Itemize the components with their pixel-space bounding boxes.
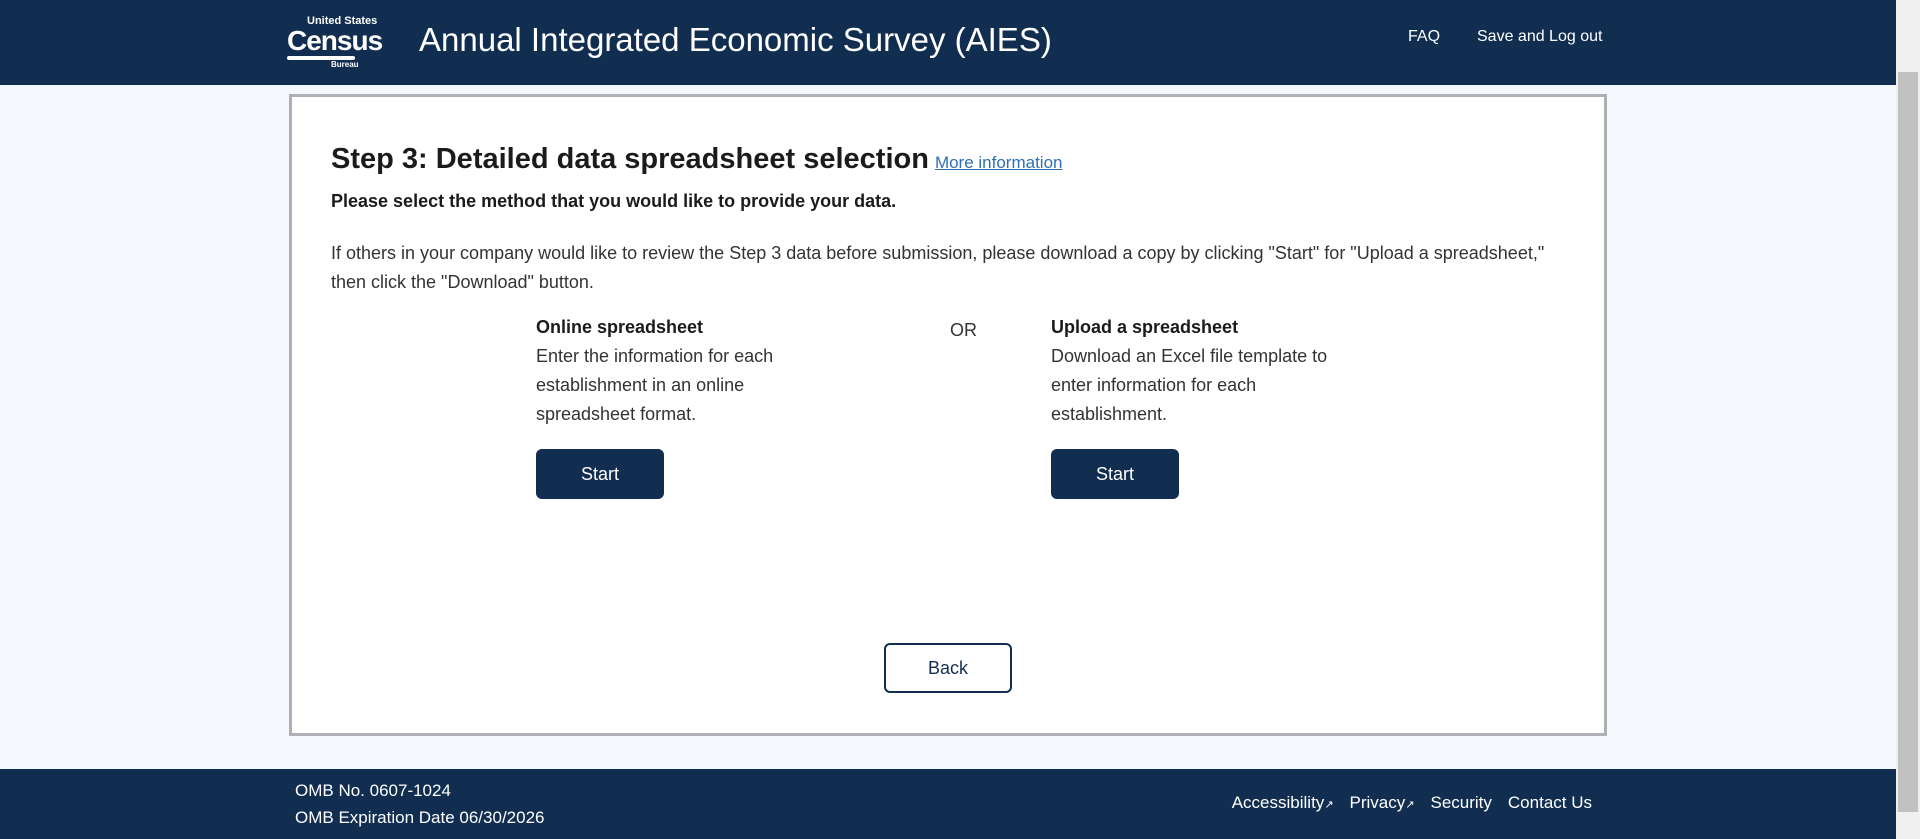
info-text: If others in your company would like to … [331,243,1545,292]
privacy-link[interactable]: Privacy↗ [1350,791,1415,817]
omb-number: OMB No. 0607-1024 [295,781,451,800]
page-title: Step 3: Detailed data spreadsheet select… [331,141,1565,181]
footer-links: Accessibility↗ Privacy↗ Security Contact… [1232,791,1592,817]
external-link-icon: ↗ [1324,799,1334,811]
census-logo[interactable]: United States Census Bureau [287,15,387,69]
option-title: Online spreadsheet [536,317,704,337]
accessibility-label: Accessibility [1231,793,1325,812]
back-button[interactable]: Back [884,643,1012,693]
faq-link[interactable]: FAQ [1408,28,1441,45]
option-online: Online spreadsheet Enter the information… [536,313,836,499]
privacy-label: Privacy [1349,793,1406,812]
more-information-link[interactable]: More information [934,153,1063,172]
security-link[interactable]: Security [1430,793,1492,812]
option-desc: Download an Excel file template to enter… [1051,346,1328,424]
save-logout-link[interactable]: Save and Log out [1477,28,1603,45]
or-separator: OR [950,320,977,340]
online-start-button[interactable]: Start [536,449,664,499]
site-footer: OMB No. 0607-1024 OMB Expiration Date 06… [0,769,1896,839]
scrollbar[interactable] [1896,0,1920,839]
accessibility-link[interactable]: Accessibility↗ [1232,791,1334,817]
omb-info: OMB No. 0607-1024 OMB Expiration Date 06… [295,777,544,831]
option-upload: Upload a spreadsheet Download an Excel f… [1051,313,1351,499]
external-link-icon: ↗ [1405,799,1415,811]
upload-start-button[interactable]: Start [1051,449,1179,499]
logo-census: Census [287,25,383,56]
omb-expiration: OMB Expiration Date 06/30/2026 [295,808,545,827]
logo-bar [287,56,355,60]
app-title: Annual Integrated Economic Survey (AIES) [419,21,1052,58]
options-row: Online spreadsheet Enter the information… [536,313,1565,499]
logo-united-states: United States [307,15,378,27]
heading-text: Step 3: Detailed data spreadsheet select… [331,143,929,175]
option-title: Upload a spreadsheet [1051,317,1239,337]
scrollbar-thumb[interactable] [1898,72,1918,812]
subheading: Please select the method that you would … [331,191,897,211]
contact-us-link[interactable]: Contact Us [1507,793,1592,812]
logo-bureau: Bureau [331,60,359,69]
site-header: United States Census Bureau Annual Integ… [0,0,1896,85]
option-desc: Enter the information for each establish… [536,346,774,424]
main-card: Step 3: Detailed data spreadsheet select… [289,94,1607,736]
